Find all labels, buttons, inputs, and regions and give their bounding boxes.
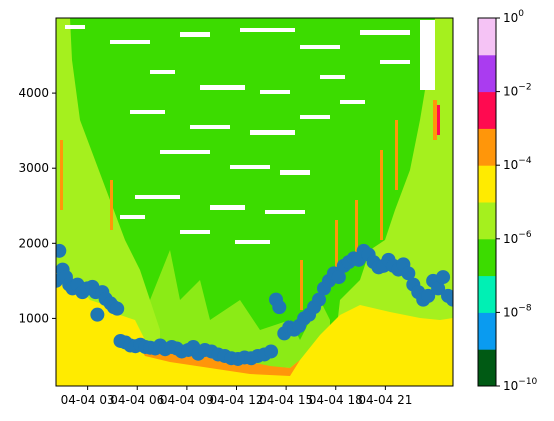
colorbar-segment	[478, 238, 496, 277]
colorbar-segment	[478, 91, 496, 129]
scatter-point	[431, 281, 446, 296]
x-tick-label: 04-04 15	[259, 393, 313, 407]
colorbar-frame	[477, 17, 497, 387]
y-tick-label: 2000	[18, 236, 49, 250]
field-red-streak	[437, 105, 440, 135]
y-tick-label: 4000	[18, 86, 49, 100]
scatter-point	[110, 301, 125, 316]
colorbar-segment	[478, 312, 496, 350]
colorbar-segment	[478, 349, 496, 387]
colorbar-tick-label: 10−2	[503, 83, 532, 99]
colorbar-tick-label: 100	[503, 9, 524, 25]
scatter-point	[421, 288, 436, 303]
colorbar-segment	[478, 128, 496, 166]
colorbar-tick-label: 10−8	[503, 303, 532, 319]
scatter-point	[272, 300, 287, 315]
y-tick-label: 3000	[18, 161, 49, 175]
colorbar-segment	[478, 202, 496, 240]
scatter-point	[401, 266, 416, 281]
x-tick-label: 04-04 18	[309, 393, 363, 407]
y-tick-label: 1000	[18, 311, 49, 325]
x-tick-label: 04-04 03	[61, 393, 115, 407]
missing-data-gaps	[65, 20, 435, 244]
scatter-point	[446, 292, 453, 307]
x-tick-label: 04-04 12	[210, 393, 264, 407]
colorbar-segment	[478, 18, 496, 56]
plot-frame	[55, 17, 454, 387]
scatter-point	[56, 243, 67, 258]
scatter-point	[436, 270, 451, 285]
field-orange-streaks	[60, 100, 437, 310]
colorbar-segment	[478, 275, 496, 313]
scatter-point	[312, 292, 327, 307]
x-tick-label: 04-04 06	[110, 393, 164, 407]
colorbar-segment	[478, 165, 496, 203]
colorbar-tick-label: 10−6	[503, 230, 532, 246]
colorbar: 10−10 10−8 10−6 10−4 10−2 100	[477, 9, 538, 393]
y-axis: 1000 2000 3000 4000	[18, 86, 56, 325]
x-tick-label: 04-04 21	[358, 393, 412, 407]
scatter-point	[331, 270, 346, 285]
colorbar-tick-label: 10−4	[503, 156, 532, 172]
scatter-point	[90, 307, 105, 322]
colorbar-tick-label: 10−10	[503, 377, 538, 393]
x-tick-label: 04-04 09	[160, 393, 214, 407]
colorbar-segment	[478, 54, 496, 93]
scatter-series	[56, 243, 453, 366]
scatter-point	[264, 344, 279, 359]
